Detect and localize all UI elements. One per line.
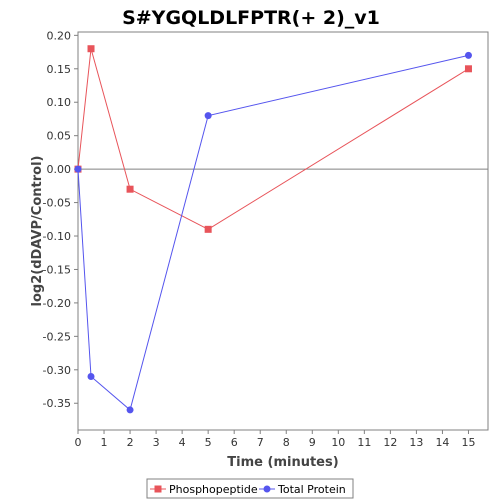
total-protein-point bbox=[87, 372, 95, 380]
x-tick-label: 11 bbox=[357, 436, 371, 449]
x-axis: 0 1 2 3 4 5 6 7 8 9 10 11 12 13 14 15 bbox=[75, 430, 475, 449]
y-tick-label: -0.35 bbox=[43, 397, 71, 410]
chart-title: S#YGQLDLFPTR(+ 2)_v1 bbox=[122, 7, 380, 29]
y-tick-label: 0.20 bbox=[47, 29, 72, 42]
x-tick-label: 13 bbox=[409, 436, 423, 449]
total-protein-point bbox=[464, 51, 472, 59]
y-tick-label: -0.25 bbox=[43, 330, 71, 343]
y-tick-label: 0.05 bbox=[47, 130, 72, 143]
phosphopeptide-point bbox=[464, 65, 472, 73]
y-tick-label: 0.15 bbox=[47, 63, 72, 76]
x-tick-label: 15 bbox=[461, 436, 475, 449]
total-protein-point bbox=[74, 165, 82, 173]
legend-items: Phosphopeptide Total Protein bbox=[150, 483, 346, 496]
x-tick-label: 14 bbox=[435, 436, 449, 449]
total-protein-point bbox=[204, 112, 212, 120]
y-tick-label: -0.05 bbox=[43, 197, 71, 210]
x-tick-label: 2 bbox=[127, 436, 134, 449]
x-tick-label: 9 bbox=[309, 436, 316, 449]
y-axis-label: log2(dDAVP/Control) bbox=[30, 156, 45, 307]
legend: Phosphopeptide Total Protein bbox=[146, 478, 354, 499]
phosphopeptide-point bbox=[204, 225, 212, 233]
x-tick-label: 12 bbox=[383, 436, 397, 449]
phosphopeptide-point bbox=[87, 45, 95, 53]
y-tick-label: 0.00 bbox=[47, 163, 72, 176]
legend-total-protein-marker bbox=[263, 485, 271, 493]
y-tick-label: -0.15 bbox=[43, 263, 71, 276]
x-tick-label: 5 bbox=[205, 436, 212, 449]
y-tick-label: -0.10 bbox=[43, 230, 71, 243]
series-layer bbox=[74, 45, 472, 414]
x-tick-label: 8 bbox=[283, 436, 290, 449]
x-axis-label: Time (minutes) bbox=[227, 455, 338, 470]
y-tick-label: -0.20 bbox=[43, 297, 71, 310]
y-axis: 0.20 0.15 0.10 0.05 0.00 -0.05 -0.10 -0.15 -0.20… bbox=[43, 29, 78, 410]
x-tick-label: 3 bbox=[153, 436, 160, 449]
legend-phosphopeptide-label: Phosphopeptide bbox=[169, 483, 258, 496]
y-tick-label: 0.10 bbox=[47, 96, 72, 109]
x-tick-label: 7 bbox=[257, 436, 264, 449]
legend-total-protein-label: Total Protein bbox=[277, 483, 346, 496]
legend-phosphopeptide-marker bbox=[154, 485, 162, 493]
x-tick-label: 6 bbox=[231, 436, 238, 449]
total-protein-point bbox=[126, 406, 134, 414]
x-tick-label: 1 bbox=[101, 436, 108, 449]
phosphopeptide-point bbox=[126, 185, 134, 193]
legend-box bbox=[146, 478, 354, 499]
x-tick-label: 0 bbox=[75, 436, 82, 449]
x-tick-label: 4 bbox=[179, 436, 186, 449]
plot-area bbox=[77, 31, 489, 431]
x-tick-label: 10 bbox=[331, 436, 345, 449]
y-tick-label: -0.30 bbox=[43, 364, 71, 377]
